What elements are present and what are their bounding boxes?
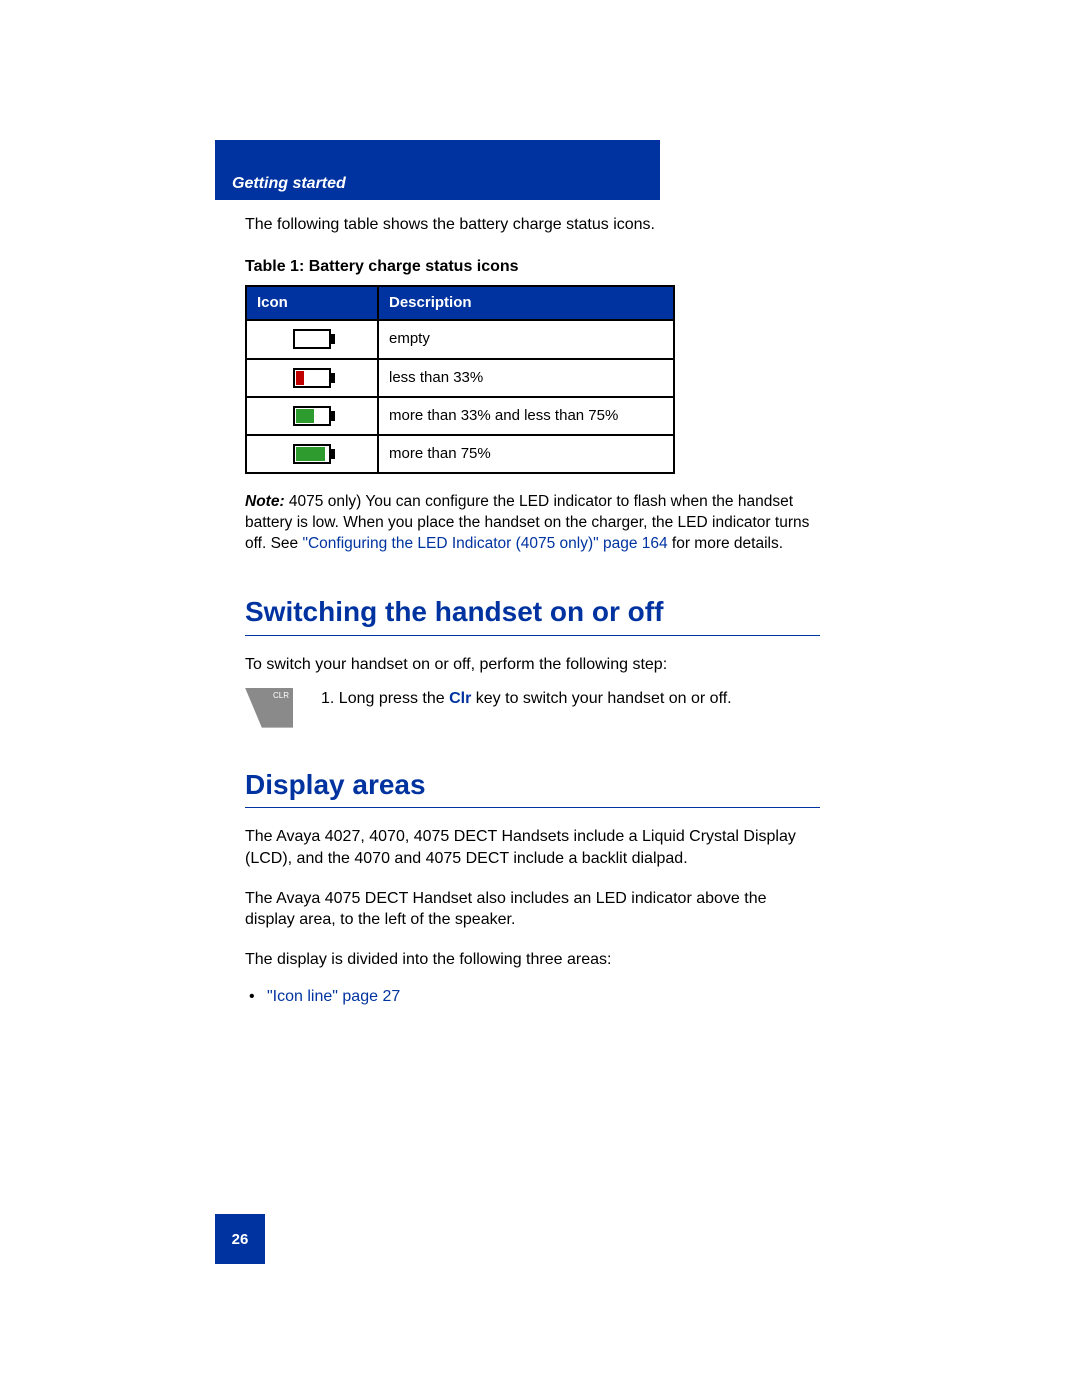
table-header-icon: Icon	[246, 286, 378, 320]
battery-desc-cell: more than 75%	[378, 435, 674, 473]
intro-text: The following table shows the battery ch…	[245, 214, 820, 236]
table-row: less than 33%	[246, 359, 674, 397]
section2-p3: The display is divided into the followin…	[245, 949, 820, 971]
battery-empty-icon	[293, 329, 331, 349]
heading-display-areas: Display areas	[245, 766, 820, 809]
step-suffix: key to switch your handset on or off.	[471, 690, 731, 707]
table-row: empty	[246, 320, 674, 358]
header-section-label: Getting started	[232, 175, 346, 193]
table-row: more than 33% and less than 75%	[246, 397, 674, 435]
clr-key-label: CLR	[273, 692, 289, 701]
section2-p1: The Avaya 4027, 4070, 4075 DECT Handsets…	[245, 826, 820, 869]
battery-high-icon	[293, 444, 331, 464]
table-caption: Table 1: Battery charge status icons	[245, 256, 820, 278]
battery-mid-icon	[293, 406, 331, 426]
battery-desc-cell: more than 33% and less than 75%	[378, 397, 674, 435]
battery-status-table: Icon Description empty	[245, 285, 675, 474]
step-text: 1. Long press the Clr key to switch your…	[321, 688, 820, 710]
battery-low-icon	[293, 368, 331, 388]
table-header-description: Description	[378, 286, 674, 320]
battery-icon-cell	[246, 320, 378, 358]
note-label: Note:	[245, 493, 285, 510]
battery-icon-cell	[246, 435, 378, 473]
icon-line-link[interactable]: "Icon line" page 27	[267, 988, 400, 1005]
page-content: The following table shows the battery ch…	[245, 214, 820, 1008]
note-text-after: for more details.	[668, 535, 783, 552]
note-paragraph: Note: 4075 only) You can configure the L…	[245, 492, 820, 555]
battery-icon-cell	[246, 359, 378, 397]
battery-icon-cell	[246, 397, 378, 435]
document-page: Getting started The following table show…	[0, 0, 1080, 1397]
section2-p2: The Avaya 4075 DECT Handset also include…	[245, 888, 820, 931]
table-body: empty less than 33%	[246, 320, 674, 473]
heading-switching-handset: Switching the handset on or off	[245, 593, 820, 636]
clr-key-icon: CLR	[245, 688, 293, 728]
battery-desc-cell: less than 33%	[378, 359, 674, 397]
clr-key-name: Clr	[449, 690, 471, 707]
note-link[interactable]: "Configuring the LED Indicator (4075 onl…	[302, 535, 667, 552]
bullet-item: "Icon line" page 27	[245, 986, 820, 1008]
section1-lead: To switch your handset on or off, perfor…	[245, 654, 820, 676]
page-number: 26	[215, 1214, 265, 1264]
step-row: CLR 1. Long press the Clr key to switch …	[245, 688, 820, 728]
step-prefix: 1. Long press the	[321, 690, 449, 707]
battery-desc-cell: empty	[378, 320, 674, 358]
table-row: more than 75%	[246, 435, 674, 473]
